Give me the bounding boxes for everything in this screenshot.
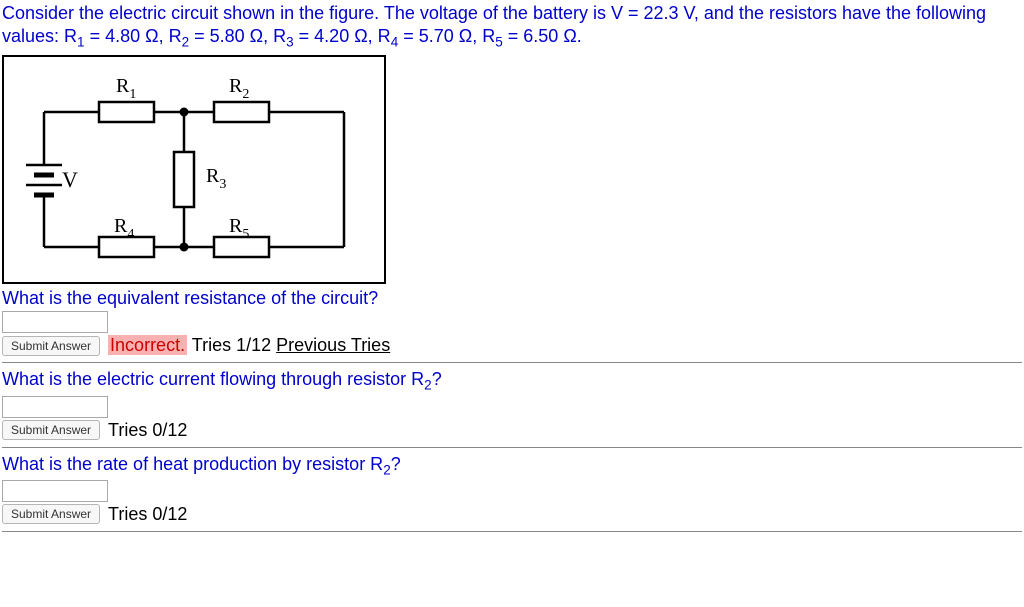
r1-value: 4.80 [105,26,140,46]
svg-text:R2: R2 [229,75,249,102]
answer-input-1[interactable] [2,311,108,333]
question-3-text: What is the rate of heat production by r… [2,454,1022,478]
divider [2,362,1022,363]
question-1-text: What is the equivalent resistance of the… [2,288,1022,309]
r4-value: 5.70 [419,26,454,46]
svg-text:V: V [62,167,78,192]
voltage-value: 22.3 [644,3,679,23]
answer-input-3[interactable] [2,480,108,502]
status-incorrect: Incorrect. [108,335,187,355]
sub: 1 [77,34,85,49]
submit-button-3[interactable]: Submit Answer [2,504,100,524]
divider [2,447,1022,448]
divider [2,531,1022,532]
answer-input-2[interactable] [2,396,108,418]
r5-value: 6.50 [523,26,558,46]
previous-tries-link[interactable]: Previous Tries [276,335,390,355]
svg-text:R1: R1 [116,75,136,102]
circuit-diagram: R1 R2 R3 R4 R5 V [2,55,386,284]
submit-button-1[interactable]: Submit Answer [2,336,100,356]
tries-3: Tries 0/12 [108,504,187,525]
r3-value: 4.20 [314,26,349,46]
r2-value: 5.80 [210,26,245,46]
question-2-text: What is the electric current flowing thr… [2,369,1022,393]
submit-button-2[interactable]: Submit Answer [2,420,100,440]
tries-1: Tries 1/12 Previous Tries [192,335,390,355]
svg-text:R3: R3 [206,165,226,192]
text: Consider the electric circuit shown in t… [2,3,644,23]
tries-2: Tries 0/12 [108,420,187,441]
problem-statement: Consider the electric circuit shown in t… [2,2,1022,51]
